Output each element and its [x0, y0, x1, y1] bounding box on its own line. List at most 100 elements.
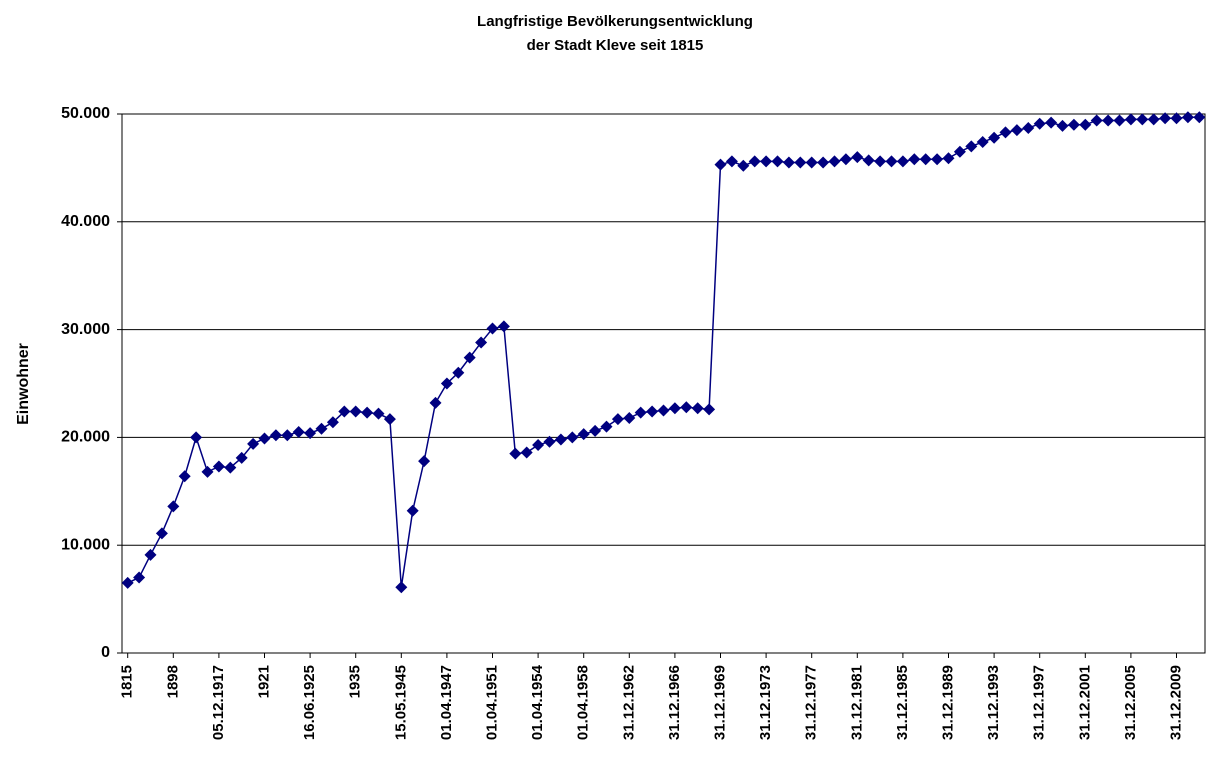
data-marker [497, 320, 510, 333]
x-tick-label: 31.12.1969 [711, 665, 728, 740]
data-marker [646, 405, 659, 418]
data-marker [760, 155, 773, 168]
data-marker [805, 156, 818, 169]
x-tick-label: 31.12.1985 [894, 665, 911, 740]
y-tick-label: 50.000 [61, 105, 110, 122]
x-tick-label: 31.12.1977 [803, 665, 820, 740]
data-marker [566, 431, 579, 444]
data-marker [144, 548, 157, 561]
data-marker [133, 571, 146, 584]
data-marker [953, 145, 966, 158]
data-marker [1022, 122, 1035, 135]
data-marker [885, 155, 898, 168]
data-marker [1010, 124, 1023, 137]
chart-title: Langfristige Bevölkerungsentwicklung [477, 13, 753, 30]
data-marker [999, 126, 1012, 139]
x-tick-label: 05.12.1917 [210, 665, 227, 740]
x-tick-label: 01.04.1954 [529, 664, 546, 740]
data-marker [269, 429, 282, 442]
data-marker [190, 431, 203, 444]
data-marker [725, 155, 738, 168]
data-marker [406, 504, 419, 517]
data-marker [315, 422, 328, 435]
x-tick-label: 15.05.1945 [392, 665, 409, 740]
y-tick-label: 0 [101, 644, 110, 661]
data-marker [554, 433, 567, 446]
data-marker [600, 420, 613, 433]
data-marker [623, 411, 636, 424]
data-marker [167, 500, 180, 513]
data-marker [1113, 114, 1126, 127]
data-marker [1181, 111, 1194, 124]
data-marker [304, 427, 317, 440]
x-tick-label: 31.12.1966 [666, 665, 683, 740]
data-marker [155, 527, 168, 540]
data-marker [748, 155, 761, 168]
data-marker [691, 402, 704, 415]
data-marker [851, 151, 864, 164]
y-tick-label: 10.000 [61, 536, 110, 553]
x-tick-label: 31.12.2001 [1076, 665, 1093, 740]
data-marker [1045, 116, 1058, 129]
data-marker [634, 406, 647, 419]
x-tick-label: 31.12.2009 [1167, 665, 1184, 740]
data-marker [988, 131, 1001, 144]
data-marker [418, 455, 431, 468]
data-marker [589, 424, 602, 437]
data-marker [1056, 119, 1069, 132]
y-tick-label: 40.000 [61, 213, 110, 230]
data-marker [543, 435, 556, 448]
data-marker [1147, 113, 1160, 126]
data-marker [440, 377, 453, 390]
x-tick-label: 1815 [119, 665, 136, 698]
data-marker [178, 470, 191, 483]
data-marker [1193, 111, 1206, 124]
data-marker [361, 406, 374, 419]
data-marker [839, 153, 852, 166]
data-marker [771, 155, 784, 168]
data-marker [657, 404, 670, 417]
data-marker [1090, 114, 1103, 127]
data-marker [292, 426, 305, 439]
data-marker [258, 432, 271, 445]
data-marker [931, 153, 944, 166]
data-marker [942, 152, 955, 165]
data-marker [212, 460, 225, 473]
data-marker [862, 154, 875, 167]
x-tick-label: 01.04.1951 [483, 665, 500, 740]
x-tick-label: 31.12.1973 [757, 665, 774, 740]
data-marker [349, 405, 362, 418]
x-tick-label: 31.12.1989 [939, 665, 956, 740]
x-tick-label: 1898 [164, 665, 181, 698]
x-tick-label: 31.12.2005 [1122, 665, 1139, 740]
data-marker [429, 396, 442, 409]
data-marker [532, 438, 545, 451]
data-marker [372, 407, 385, 420]
data-marker [235, 451, 248, 464]
data-marker [611, 413, 624, 426]
data-marker [874, 155, 887, 168]
data-marker [919, 153, 932, 166]
data-marker [965, 140, 978, 153]
data-marker [247, 437, 260, 450]
x-tick-label: 16.06.1925 [301, 665, 318, 740]
data-marker [577, 428, 590, 441]
data-marker [383, 413, 396, 426]
data-marker [714, 158, 727, 171]
data-marker [463, 351, 476, 364]
data-marker [1124, 113, 1137, 126]
data-marker [668, 402, 681, 415]
data-marker [794, 156, 807, 169]
data-marker [1079, 118, 1092, 131]
data-marker [452, 366, 465, 379]
data-marker [828, 155, 841, 168]
data-marker [326, 416, 339, 429]
data-marker [680, 401, 693, 414]
data-marker [817, 156, 830, 169]
data-marker [1033, 117, 1046, 130]
data-marker [976, 136, 989, 149]
y-tick-label: 30.000 [61, 321, 110, 338]
data-marker [1102, 114, 1115, 127]
data-marker [281, 429, 294, 442]
